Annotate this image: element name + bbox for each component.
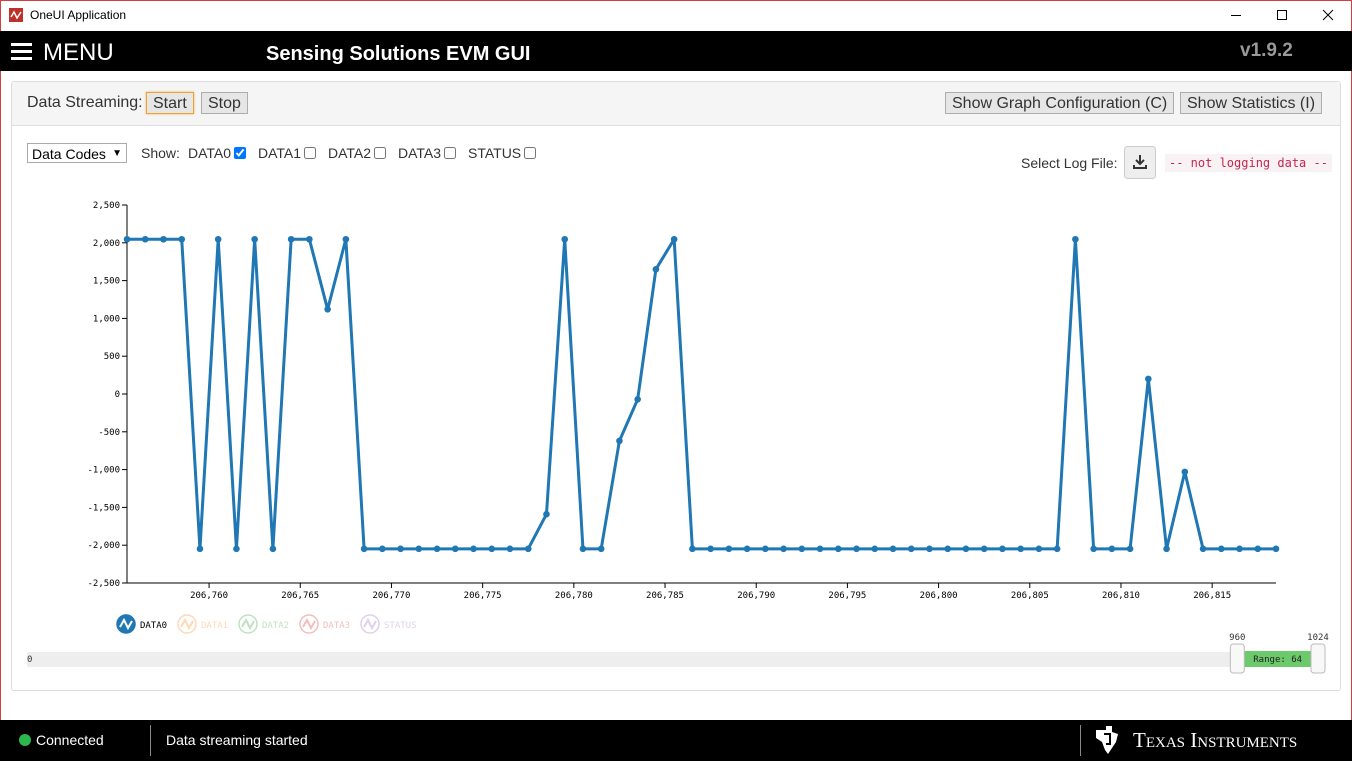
channel-label: DATA0 [188,145,232,161]
channel-label: DATA3 [398,145,442,161]
channel-checkbox[interactable] [374,147,387,159]
app-title: Sensing Solutions EVM GUI [266,43,531,65]
data-select[interactable]: Data Codes ▼ [27,143,127,163]
select-text: Data Codes [32,146,106,162]
channel-toggle[interactable]: DATA0 [188,145,247,161]
stop-button[interactable]: Stop [201,92,248,114]
log-status: -- not logging data -- [1165,154,1332,172]
app-icon [9,8,23,22]
show-label: Show: [141,145,180,161]
channel-checkbox[interactable] [444,147,457,159]
log-label: Select Log File: [1021,155,1118,171]
version: v1.9.2 [1240,40,1293,61]
status-bar [0,720,1352,761]
window-title: OneUI Application [30,8,127,22]
brand: Texas Instruments [1133,728,1298,752]
menu-icon[interactable] [11,43,33,61]
channel-checkbox[interactable] [524,147,537,159]
ti-logo [1096,726,1118,754]
panel [11,81,1341,691]
connection-status: Connected [36,732,104,748]
connection-indicator [19,734,31,746]
divider [150,725,151,756]
channel-toggle[interactable]: DATA2 [328,145,387,161]
channel-label: STATUS [468,145,522,161]
channel-checkbox[interactable] [304,147,317,159]
log-file-button[interactable] [1124,146,1156,179]
channel-label: DATA1 [258,145,302,161]
channel-label: DATA2 [328,145,372,161]
window-controls[interactable] [1220,0,1350,31]
start-button[interactable]: Start [146,92,194,114]
channel-toggle[interactable]: DATA1 [258,145,317,161]
graph-config-button[interactable]: Show Graph Configuration (C) [945,92,1175,114]
channel-toggle[interactable]: STATUS [468,145,537,161]
menu-label[interactable]: MENU [43,39,114,66]
channel-checkbox[interactable] [234,147,247,159]
statistics-button[interactable]: Show Statistics (I) [1180,92,1323,114]
channel-toggle[interactable]: DATA3 [398,145,457,161]
status-message: Data streaming started [166,732,308,748]
divider [1080,725,1081,756]
streaming-label: Data Streaming: [27,94,143,111]
header-bar [0,31,1352,71]
